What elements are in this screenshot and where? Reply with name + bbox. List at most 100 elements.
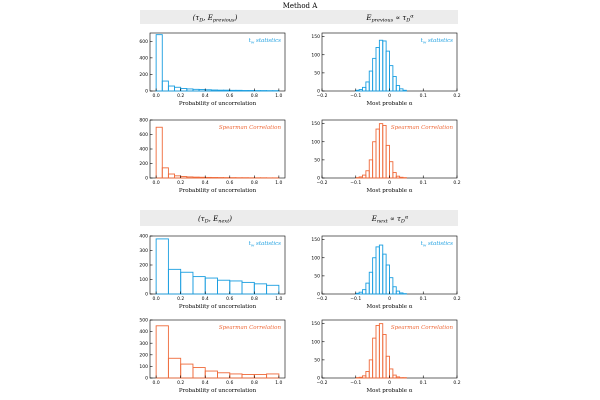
y-tick-label: 200	[139, 352, 148, 358]
legend-label: Spearman Correlation	[391, 125, 454, 131]
x-tick-label: 1.0	[275, 380, 282, 386]
histogram-bar	[385, 355, 390, 379]
histogram-bar	[392, 374, 397, 379]
y-tick-label: 500	[139, 318, 148, 324]
histogram-bar	[355, 89, 360, 92]
section-banner-bottom	[140, 210, 458, 226]
histogram-bar	[358, 291, 363, 295]
histogram-bar	[161, 167, 169, 179]
histogram-bar	[241, 281, 255, 295]
y-tick-label: 0	[317, 89, 320, 95]
x-tick-label: 0.6	[226, 380, 233, 386]
histogram-bar	[355, 292, 360, 295]
histogram-bar	[167, 85, 175, 92]
y-tick-label: 600	[139, 132, 148, 138]
histogram-bar	[372, 57, 377, 92]
histogram-bar	[382, 124, 387, 179]
x-tick-label: 0	[388, 180, 391, 186]
figure-title: Method A	[283, 2, 319, 10]
x-axis-label: Most probable α	[367, 101, 413, 107]
x-tick-label: −0.2	[317, 380, 328, 386]
x-tick-label: 0.8	[251, 180, 258, 186]
x-tick-label: 0.0	[153, 180, 160, 186]
histogram-bar	[241, 374, 255, 379]
y-tick-label: 300	[139, 248, 148, 254]
x-axis-label: Probability of uncorrelation	[179, 101, 257, 107]
histogram-bar	[217, 279, 231, 295]
x-axis-label: Probability of uncorrelation	[179, 188, 257, 194]
histogram-bar	[204, 89, 212, 92]
histogram-bar	[375, 128, 380, 179]
histogram-bar	[395, 85, 401, 92]
panel-p5: 0.0 0.2 0.4 0.6 0.8 1.0 0 100 200 300 400 Probabili…	[139, 234, 286, 310]
x-tick-label: 0.1	[420, 93, 427, 99]
legend-label: tw statistics	[249, 241, 282, 248]
y-tick-label: 50	[314, 357, 320, 363]
histogram-bar	[167, 357, 182, 379]
x-tick-label: −0.2	[317, 296, 328, 302]
histogram-bar	[180, 271, 194, 295]
histogram-bar	[385, 50, 390, 92]
x-tick-label: 0	[388, 380, 391, 386]
histogram-bar	[378, 39, 384, 92]
y-tick-label: 50	[314, 70, 320, 76]
histogram-bar	[155, 325, 169, 379]
histogram-bar	[253, 283, 268, 295]
section-banner-top	[140, 10, 458, 24]
x-axis-label: Most probable α	[367, 188, 413, 194]
x-tick-label: 0	[388, 296, 391, 302]
y-tick-label: 200	[139, 161, 148, 167]
histogram-bar	[155, 126, 163, 179]
histogram-bar	[167, 173, 175, 179]
banner-top-left-label: (τD, Eprevious)	[193, 14, 238, 24]
histogram-bar	[223, 89, 231, 92]
y-tick-label: 150	[311, 321, 320, 327]
histogram-bar	[395, 175, 401, 179]
histogram-bar	[382, 334, 387, 379]
x-tick-label: 0.2	[177, 180, 184, 186]
x-axis-label: Most probable α	[367, 304, 413, 310]
histogram-bar	[368, 159, 374, 179]
x-tick-label: 0.1	[420, 180, 427, 186]
y-tick-label: 0	[317, 376, 320, 382]
histogram-bar	[389, 65, 394, 92]
histogram-bar	[399, 176, 404, 179]
x-tick-label: −0.1	[350, 93, 361, 99]
x-axis-label: Probability of uncorrelation	[179, 304, 257, 310]
y-tick-label: 0	[317, 292, 320, 298]
histogram-bar	[372, 257, 377, 295]
x-tick-label: 1.0	[275, 180, 282, 186]
x-tick-label: 0	[388, 93, 391, 99]
panel-p1: 0.0 0.2 0.4 0.6 0.8 1.0 0 200 400 600 Probability …	[139, 32, 286, 107]
histogram-bar	[365, 282, 370, 295]
histogram-bar	[180, 363, 194, 379]
x-tick-label: 0.0	[153, 93, 160, 99]
y-tick-label: 400	[139, 329, 148, 335]
histogram-bar	[375, 324, 380, 379]
y-tick-label: 100	[139, 277, 148, 283]
panel-p6: −0.2 −0.1 0 0.1 0.2 0 50 100 150 Most probable α t…	[311, 235, 461, 310]
histogram-bar	[368, 359, 374, 379]
y-tick-label: 100	[311, 339, 320, 345]
panel-p4: −0.2 −0.1 0 0.1 0.2 0 50 100 150 Most probable α S…	[311, 119, 461, 194]
x-tick-label: −0.1	[350, 380, 361, 386]
histogram-bar	[375, 47, 380, 92]
x-tick-label: 0.0	[153, 380, 160, 386]
y-tick-label: 0	[145, 292, 148, 298]
histogram-bar	[210, 89, 218, 92]
histogram-bar	[365, 81, 370, 92]
histogram-bar	[368, 70, 374, 92]
histogram-bar	[378, 244, 384, 295]
x-axis-label: Probability of uncorrelation	[179, 388, 257, 394]
x-tick-label: 0.2	[453, 93, 460, 99]
y-tick-label: 100	[311, 255, 320, 261]
legend-label: tw statistics	[421, 38, 454, 45]
y-tick-label: 0	[145, 176, 148, 182]
histogram-bar	[395, 290, 401, 295]
legend-label: tw statistics	[249, 38, 282, 45]
x-tick-label: 0.2	[453, 180, 460, 186]
x-tick-label: 0.6	[226, 93, 233, 99]
histogram-bar	[235, 89, 243, 92]
histogram-bar	[389, 161, 394, 179]
x-tick-label: 0.8	[251, 296, 258, 302]
